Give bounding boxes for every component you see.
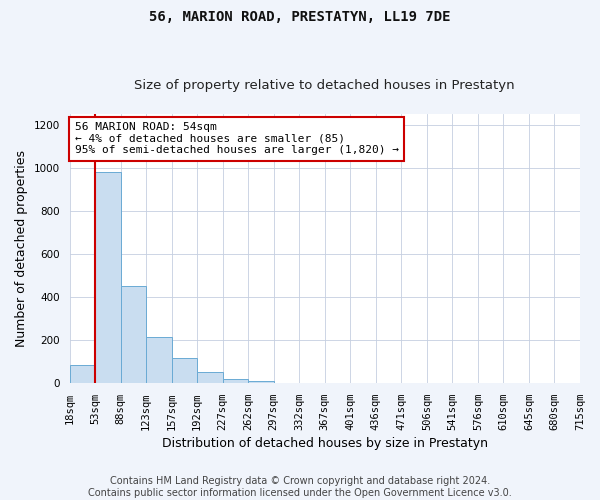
Bar: [197, 372, 223, 383]
Bar: [70, 364, 95, 383]
Bar: [172, 358, 197, 383]
Text: 56 MARION ROAD: 54sqm
← 4% of detached houses are smaller (85)
95% of semi-detac: 56 MARION ROAD: 54sqm ← 4% of detached h…: [74, 122, 398, 156]
Y-axis label: Number of detached properties: Number of detached properties: [15, 150, 28, 347]
Text: 56, MARION ROAD, PRESTATYN, LL19 7DE: 56, MARION ROAD, PRESTATYN, LL19 7DE: [149, 10, 451, 24]
Bar: [95, 172, 121, 383]
Bar: [121, 286, 146, 383]
Bar: [248, 380, 274, 383]
Title: Size of property relative to detached houses in Prestatyn: Size of property relative to detached ho…: [134, 79, 515, 92]
Bar: [223, 378, 248, 383]
Text: Contains HM Land Registry data © Crown copyright and database right 2024.
Contai: Contains HM Land Registry data © Crown c…: [88, 476, 512, 498]
X-axis label: Distribution of detached houses by size in Prestatyn: Distribution of detached houses by size …: [162, 437, 488, 450]
Bar: [146, 336, 172, 383]
